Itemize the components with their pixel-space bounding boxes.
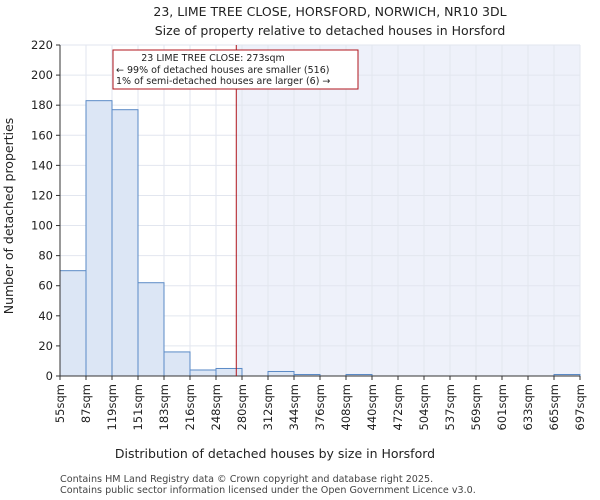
x-tick-label: 376sqm [313, 384, 327, 430]
x-tick-label: 569sqm [469, 384, 483, 430]
x-tick-label: 312sqm [261, 384, 275, 430]
annotation-line-1: 23 LIME TREE CLOSE: 273sqm [141, 53, 285, 64]
y-tick-label: 40 [38, 309, 53, 323]
histogram-bar [137, 282, 165, 377]
histogram-bar [59, 270, 87, 377]
histogram-bar [267, 370, 295, 377]
x-tick-label: 248sqm [209, 384, 223, 430]
y-tick-label: 180 [31, 98, 53, 112]
histogram-bar [189, 369, 217, 377]
annotation-border [112, 49, 359, 90]
x-tick-label: 151sqm [131, 384, 145, 430]
y-tick-label: 220 [31, 38, 53, 52]
x-tick-label: 601sqm [495, 384, 509, 430]
x-axis-label: Distribution of detached houses by size … [115, 446, 435, 461]
x-tick-label: 537sqm [443, 384, 457, 430]
chart-title: 23, LIME TREE CLOSE, HORSFORD, NORWICH, … [153, 4, 506, 19]
annotation-line-3: 1% of semi-detached houses are larger (6… [116, 76, 330, 87]
y-tick-label: 140 [31, 158, 53, 172]
x-tick-label: 408sqm [339, 384, 353, 430]
x-tick-label: 440sqm [365, 384, 379, 430]
histogram-bar [215, 367, 243, 377]
x-tick-label: 183sqm [157, 384, 171, 430]
y-tick-label: 200 [31, 68, 53, 82]
y-tick-labels: 0 20 40 60 80 100 120 140 160 180 200 220 [31, 38, 60, 383]
x-tick-label: 665sqm [547, 384, 561, 430]
y-tick-label: 0 [46, 369, 53, 383]
y-tick-label: 60 [38, 279, 53, 293]
histogram-bar [111, 109, 139, 377]
x-tick-label: 216sqm [183, 384, 197, 430]
y-tick-label: 80 [38, 249, 53, 263]
annotation-line-2: ← 99% of detached houses are smaller (51… [116, 65, 329, 76]
x-tick-label: 280sqm [235, 384, 249, 430]
x-tick-label: 55sqm [53, 384, 67, 423]
x-tick-labels: 55sqm 87sqm 119sqm 151sqm 183sqm 216sqm 248sqm… [53, 376, 587, 430]
x-tick-label: 504sqm [417, 384, 431, 430]
footer-copyright: Contains HM Land Registry data © Crown c… [60, 474, 434, 485]
annotation-box: 23 LIME TREE CLOSE: 273sqm ← 99% of deta… [112, 49, 359, 90]
chart-subtitle: Size of property relative to detached ho… [155, 23, 506, 38]
y-tick-label: 160 [31, 128, 53, 142]
x-tick-label: 344sqm [287, 384, 301, 430]
x-tick-label: 472sqm [391, 384, 405, 430]
y-tick-label: 100 [31, 219, 53, 233]
x-tick-label: 633sqm [521, 384, 535, 430]
histogram-chart: 23, LIME TREE CLOSE, HORSFORD, NORWICH, … [1, 4, 587, 461]
y-tick-label: 20 [38, 339, 53, 353]
x-tick-label: 87sqm [79, 384, 93, 423]
y-axis-label: Number of detached properties [1, 118, 16, 315]
histogram-bar [163, 351, 191, 377]
x-tick-label: 697sqm [573, 384, 587, 430]
x-tick-label: 119sqm [105, 384, 119, 430]
y-tick-label: 120 [31, 188, 53, 202]
histogram-bar [85, 100, 113, 377]
footer-licence: Contains public sector information licen… [60, 485, 476, 496]
bars [59, 100, 581, 377]
